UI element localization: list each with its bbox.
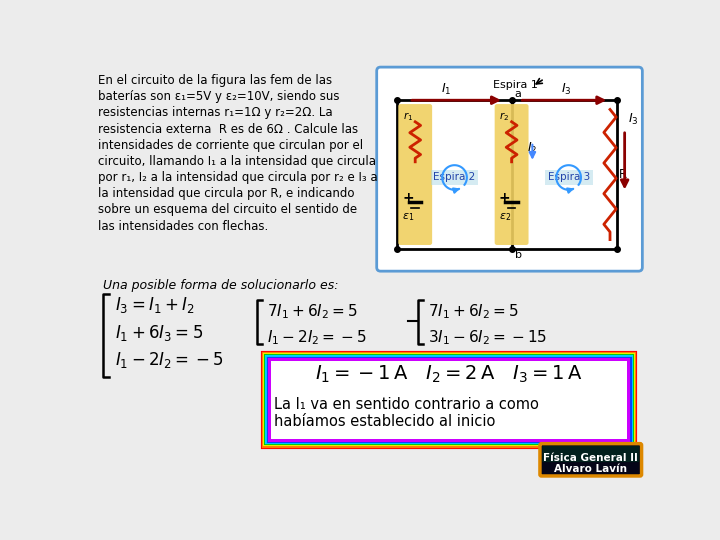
Text: circuito, llamando I₁ a la intensidad que circula: circuito, llamando I₁ a la intensidad qu… <box>98 155 376 168</box>
Text: por r₁, I₂ a la intensidad que circula por r₂ e I₃ a: por r₁, I₂ a la intensidad que circula p… <box>98 171 377 184</box>
Text: intensidades de corriente que circulan por el: intensidades de corriente que circulan p… <box>98 139 363 152</box>
Text: la intensidad que circula por R, e indicando: la intensidad que circula por R, e indic… <box>98 187 354 200</box>
Text: $I_3 = I_1 + I_2$: $I_3 = I_1 + I_2$ <box>115 295 194 315</box>
Bar <box>264 354 634 445</box>
Text: $\varepsilon_2$: $\varepsilon_2$ <box>498 211 510 223</box>
Text: $I_1 - 2I_2 = -5$: $I_1 - 2I_2 = -5$ <box>115 350 223 370</box>
FancyBboxPatch shape <box>495 104 528 245</box>
Text: b: b <box>515 249 522 260</box>
Bar <box>397 100 617 249</box>
FancyBboxPatch shape <box>540 444 642 476</box>
Bar <box>267 357 631 442</box>
Text: $r_1$: $r_1$ <box>403 110 413 123</box>
Text: sobre un esquema del circuito el sentido de: sobre un esquema del circuito el sentido… <box>98 204 357 217</box>
Text: Espira 3: Espira 3 <box>547 172 590 183</box>
FancyBboxPatch shape <box>377 67 642 271</box>
Text: Una posible forma de solucionarlo es:: Una posible forma de solucionarlo es: <box>102 279 338 292</box>
Text: En el circuito de la figura las fem de las: En el circuito de la figura las fem de l… <box>98 74 332 87</box>
Text: Alvaro Lavín: Alvaro Lavín <box>554 464 627 474</box>
Text: $I_1 + 6I_3 = 5$: $I_1 + 6I_3 = 5$ <box>115 323 203 343</box>
Text: habíamos establecido al inicio: habíamos establecido al inicio <box>274 414 495 429</box>
Text: +: + <box>402 191 414 205</box>
Bar <box>270 360 629 440</box>
Text: resistencias internas r₁=1Ω y r₂=2Ω. La: resistencias internas r₁=1Ω y r₂=2Ω. La <box>98 106 333 119</box>
FancyBboxPatch shape <box>398 104 432 245</box>
Text: Espira 1: Espira 1 <box>493 80 538 90</box>
Text: a: a <box>515 89 521 99</box>
Text: $I_1$: $I_1$ <box>441 82 451 97</box>
Bar <box>265 355 633 444</box>
Text: $r_2$: $r_2$ <box>499 110 509 123</box>
Text: R: R <box>618 168 626 181</box>
Text: La I₁ va en sentido contrario a como: La I₁ va en sentido contrario a como <box>274 397 539 413</box>
Text: las intensidades con flechas.: las intensidades con flechas. <box>98 220 269 233</box>
Text: Física General II: Física General II <box>544 453 638 463</box>
Text: $I_3$: $I_3$ <box>561 82 572 97</box>
Text: $I_1 = -1\,\mathrm{A}\quad I_2 = 2\,\mathrm{A}\quad I_3 = 1\,\mathrm{A}$: $I_1 = -1\,\mathrm{A}\quad I_2 = 2\,\mat… <box>315 364 582 385</box>
Text: Espira 2: Espira 2 <box>433 172 476 183</box>
Bar <box>266 356 632 443</box>
Text: $3I_1 - 6I_2 = -15$: $3I_1 - 6I_2 = -15$ <box>428 328 546 347</box>
Text: $I_2$: $I_2$ <box>527 141 538 157</box>
Text: $I_1 - 2I_2 = -5$: $I_1 - 2I_2 = -5$ <box>266 328 366 347</box>
Text: resistencia externa  R es de 6Ω . Calcule las: resistencia externa R es de 6Ω . Calcule… <box>98 123 358 136</box>
Bar <box>263 353 636 447</box>
Text: $I_3$: $I_3$ <box>628 112 639 126</box>
Bar <box>269 359 630 441</box>
Bar <box>271 361 627 438</box>
Text: $\varepsilon_1$: $\varepsilon_1$ <box>402 211 414 223</box>
Text: $7I_1 + 6I_2 = 5$: $7I_1 + 6I_2 = 5$ <box>266 302 357 321</box>
Text: $7I_1 + 6I_2 = 5$: $7I_1 + 6I_2 = 5$ <box>428 302 518 321</box>
Text: +: + <box>498 191 510 205</box>
FancyBboxPatch shape <box>542 446 639 462</box>
Text: baterías son ε₁=5V y ε₂=10V, siendo sus: baterías son ε₁=5V y ε₂=10V, siendo sus <box>98 90 339 103</box>
